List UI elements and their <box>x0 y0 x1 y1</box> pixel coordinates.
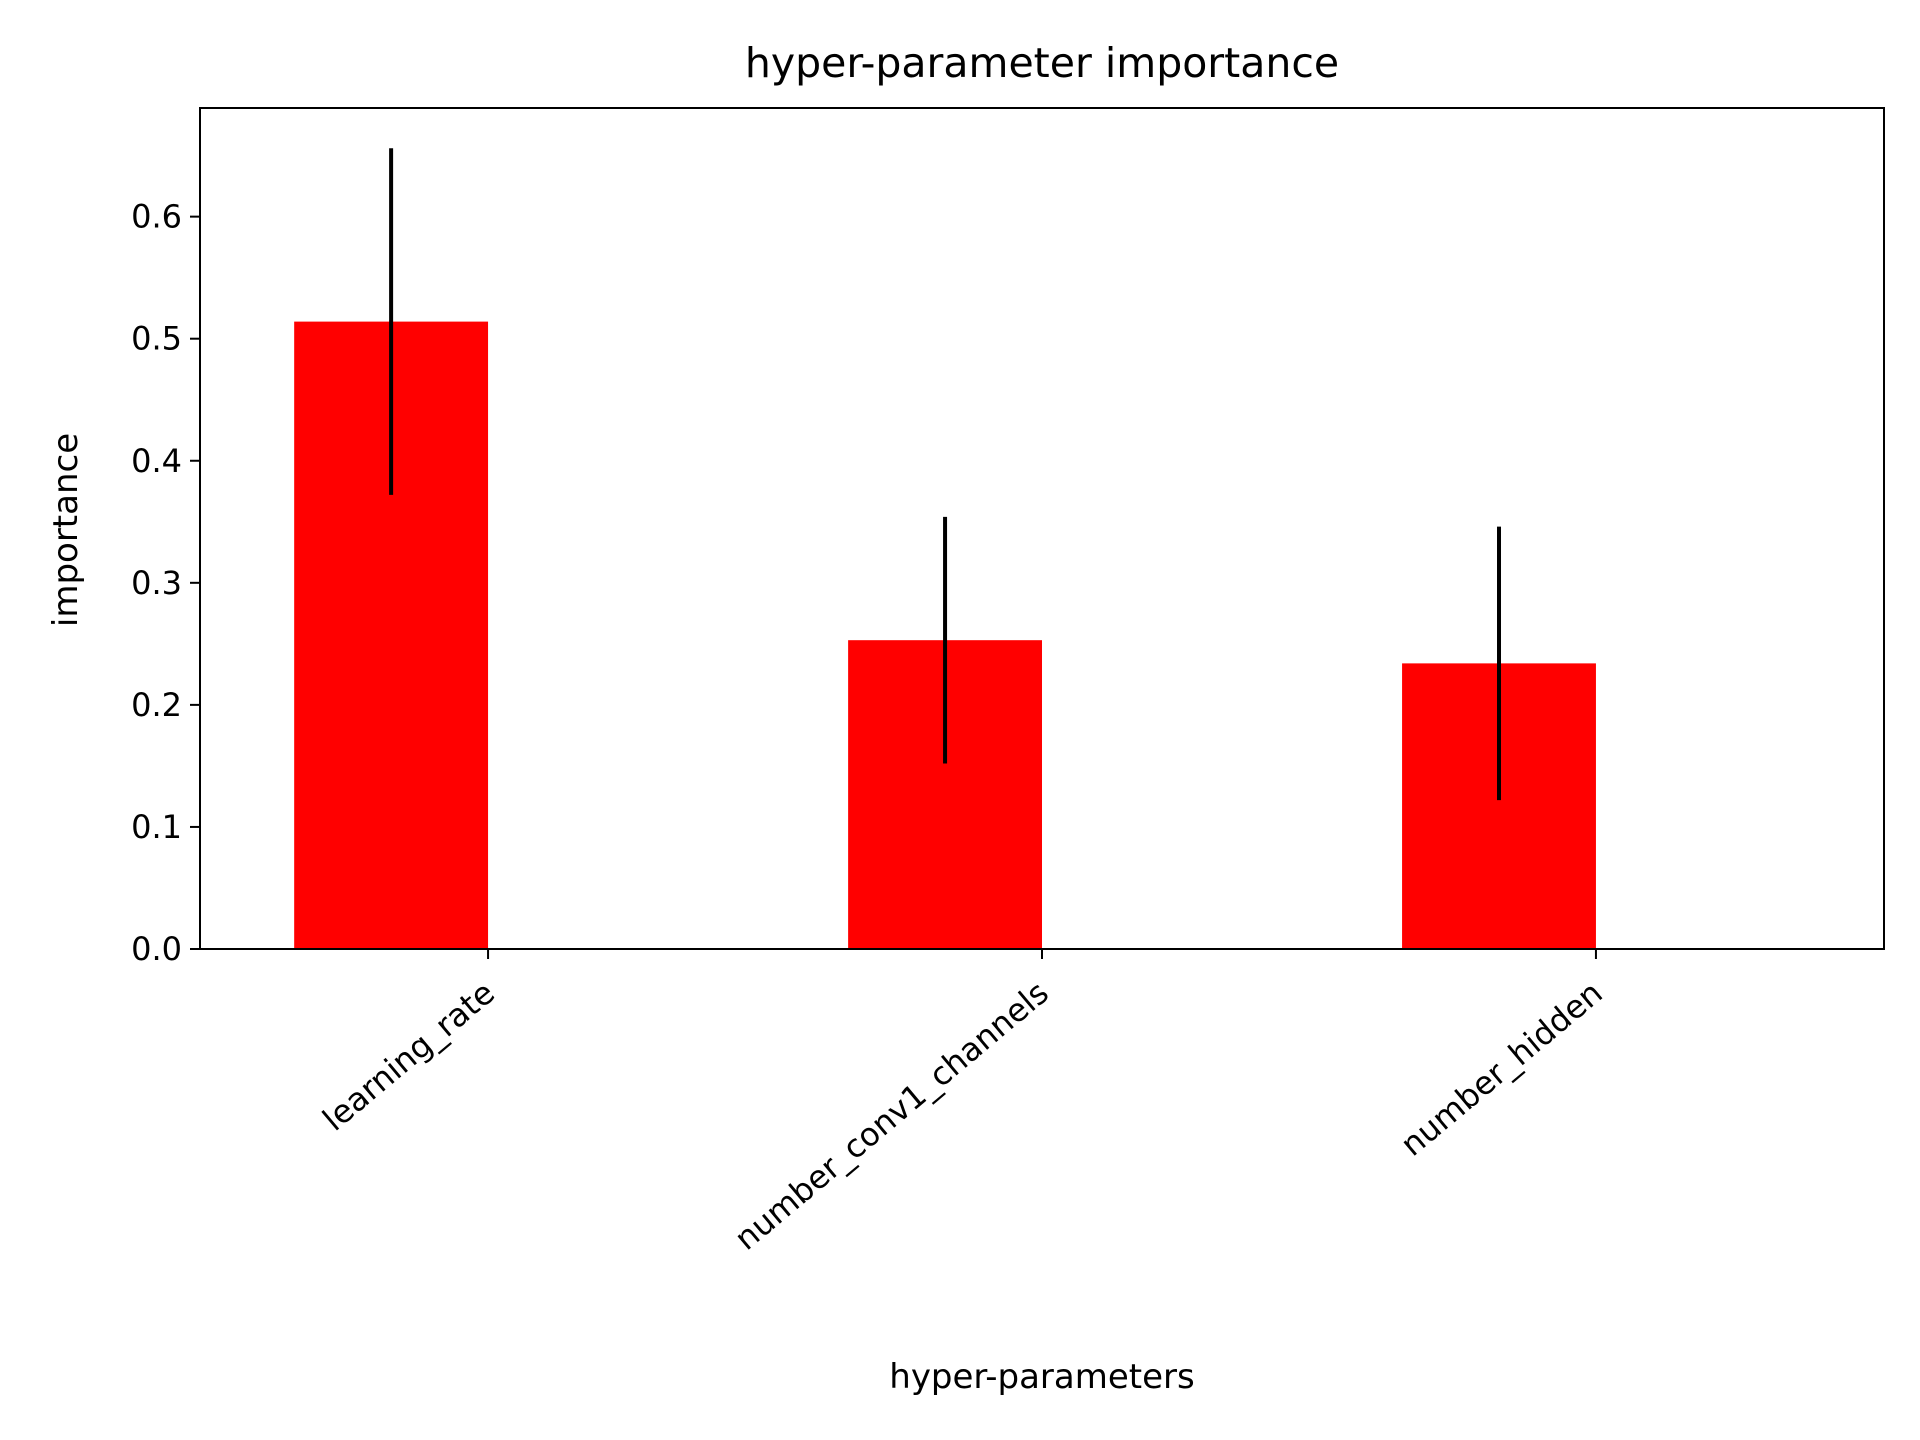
y-tick-label: 0.3 <box>131 564 182 602</box>
y-axis-label: importance <box>46 433 86 627</box>
plot-frame <box>199 107 1885 950</box>
y-tick-label: 0.0 <box>131 930 182 968</box>
y-tick-label: 0.4 <box>131 442 182 480</box>
y-tick-label: 0.2 <box>131 686 182 724</box>
y-tick-label: 0.6 <box>131 198 182 236</box>
y-tick-label: 0.1 <box>131 808 182 846</box>
x-axis-label: hyper-parameters <box>889 1357 1194 1397</box>
error-bars-layer <box>389 148 1502 801</box>
y-tick-label: 0.5 <box>131 320 182 358</box>
chart-title: hyper-parameter importance <box>745 39 1339 87</box>
y-axis: 0.0 0.1 0.2 0.3 0.4 0.5 0.6 <box>131 198 200 968</box>
